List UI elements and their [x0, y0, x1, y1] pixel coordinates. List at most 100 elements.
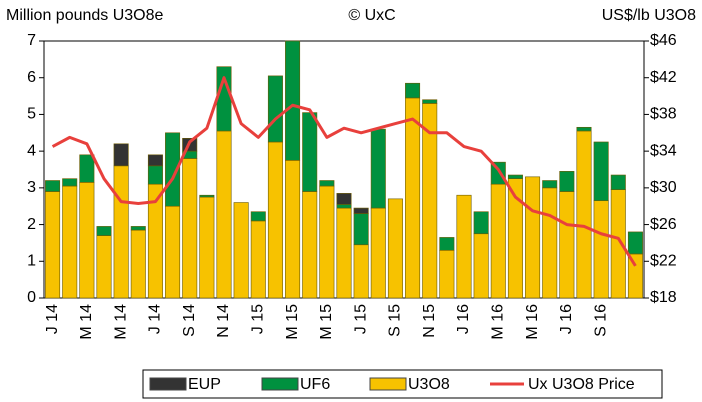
bar-segment: [199, 196, 215, 299]
y-tick-label: 0: [27, 289, 36, 306]
y2-tick-label: $22: [650, 253, 677, 270]
bar-segment: [387, 198, 403, 299]
bar-segment: [353, 213, 369, 246]
y2-tick-label: $42: [650, 69, 677, 86]
legend-swatch: [261, 377, 299, 391]
bar-segment: [405, 82, 421, 99]
legend-label: U3O8: [408, 376, 450, 393]
bar-segment: [302, 191, 318, 299]
bar-segment: [319, 185, 335, 299]
y2-tick-label: $18: [650, 289, 677, 306]
bar-segment: [319, 180, 335, 187]
price-line: [51, 76, 637, 267]
bar-segment: [542, 180, 558, 189]
x-tick-label: J 16: [558, 304, 575, 334]
legend-swatch: [149, 377, 187, 391]
x-tick-label: M 16: [524, 304, 541, 340]
bar-segment: [525, 176, 541, 299]
legend-label: Ux U3O8 Price: [528, 376, 635, 393]
bar-segment: [627, 231, 643, 255]
bar-segment: [422, 99, 438, 104]
bar-segment: [285, 160, 301, 299]
bar-segment: [439, 249, 455, 299]
legend-label: UF6: [300, 376, 330, 393]
bar-segment: [336, 204, 352, 209]
bar-segment: [267, 75, 283, 143]
y2-tick-label: $46: [650, 32, 677, 49]
x-tick-label: M 14: [112, 304, 129, 340]
bar-segment: [473, 233, 489, 299]
bar-segment: [96, 226, 112, 236]
bar-segment: [456, 194, 472, 299]
x-tick-label: J 14: [147, 304, 164, 334]
bar-segment: [353, 244, 369, 299]
legend-swatch: [369, 377, 407, 391]
bar-segment: [405, 97, 421, 299]
bar-segment: [45, 180, 61, 192]
x-tick-label: S 14: [181, 304, 198, 337]
y2-tick-label: $30: [650, 179, 677, 196]
x-tick-label: S 15: [387, 304, 404, 337]
y-tick-label: 7: [27, 32, 36, 49]
x-tick-label: N 14: [215, 304, 232, 338]
legend-label: EUP: [188, 376, 221, 393]
x-tick-label: M 15: [284, 304, 301, 340]
bar-segment: [542, 187, 558, 299]
bar-segment: [147, 154, 163, 167]
bar-segment: [490, 183, 506, 299]
y-tick-label: 4: [27, 142, 36, 159]
bar-segment: [113, 165, 129, 299]
bar-segment: [79, 154, 95, 183]
bar-segment: [182, 158, 198, 299]
bar-segment: [130, 229, 146, 299]
bar-segment: [507, 174, 523, 179]
y-tick-label: 2: [27, 216, 36, 233]
x-tick-label: S 16: [592, 304, 609, 337]
bar-segment: [302, 112, 318, 192]
x-tick-label: J 15: [352, 304, 369, 334]
bar-segment: [353, 207, 369, 214]
bar-segment: [336, 207, 352, 299]
y2-axis-label: US$/lb U3O8: [602, 7, 696, 24]
y-tick-label: 6: [27, 69, 36, 86]
bar-segment: [370, 128, 386, 209]
y2-tick-label: $26: [650, 216, 677, 233]
y-tick-label: 3: [27, 179, 36, 196]
bar-segment: [593, 141, 609, 202]
bar-segment: [113, 143, 129, 167]
y-tick-label: 1: [27, 253, 36, 270]
bar-segment: [165, 132, 181, 207]
bar-segment: [62, 178, 78, 187]
bar-segment: [45, 191, 61, 299]
bar-segment: [147, 165, 163, 185]
bar-segment: [267, 141, 283, 299]
bar-segment: [336, 193, 352, 205]
bar-segment: [233, 202, 249, 299]
bar-segment: [559, 191, 575, 299]
bar-segment: [576, 126, 592, 132]
bar-segment: [79, 182, 95, 299]
x-tick-label: J 16: [455, 304, 472, 334]
x-tick-label: M 14: [78, 304, 95, 340]
x-tick-label: J 15: [250, 304, 267, 334]
x-tick-label: M 15: [318, 304, 335, 340]
bar-segment: [199, 194, 215, 198]
bar-segment: [473, 211, 489, 235]
bar-segment: [576, 130, 592, 299]
bar-segment: [370, 207, 386, 299]
x-tick-label: M 16: [490, 304, 507, 340]
bar-segment: [559, 171, 575, 192]
bar-segment: [165, 205, 181, 299]
bar-segment: [216, 130, 232, 299]
bar-segment: [96, 235, 112, 299]
y-axis-label: Million pounds U3O8e: [6, 7, 164, 24]
y2-tick-label: $34: [650, 142, 677, 159]
bar-segment: [593, 200, 609, 299]
bar-segment: [130, 226, 146, 231]
x-tick-label: N 15: [421, 304, 438, 338]
bar-segment: [439, 237, 455, 251]
y-tick-label: 5: [27, 106, 36, 123]
bar-segment: [250, 211, 266, 222]
